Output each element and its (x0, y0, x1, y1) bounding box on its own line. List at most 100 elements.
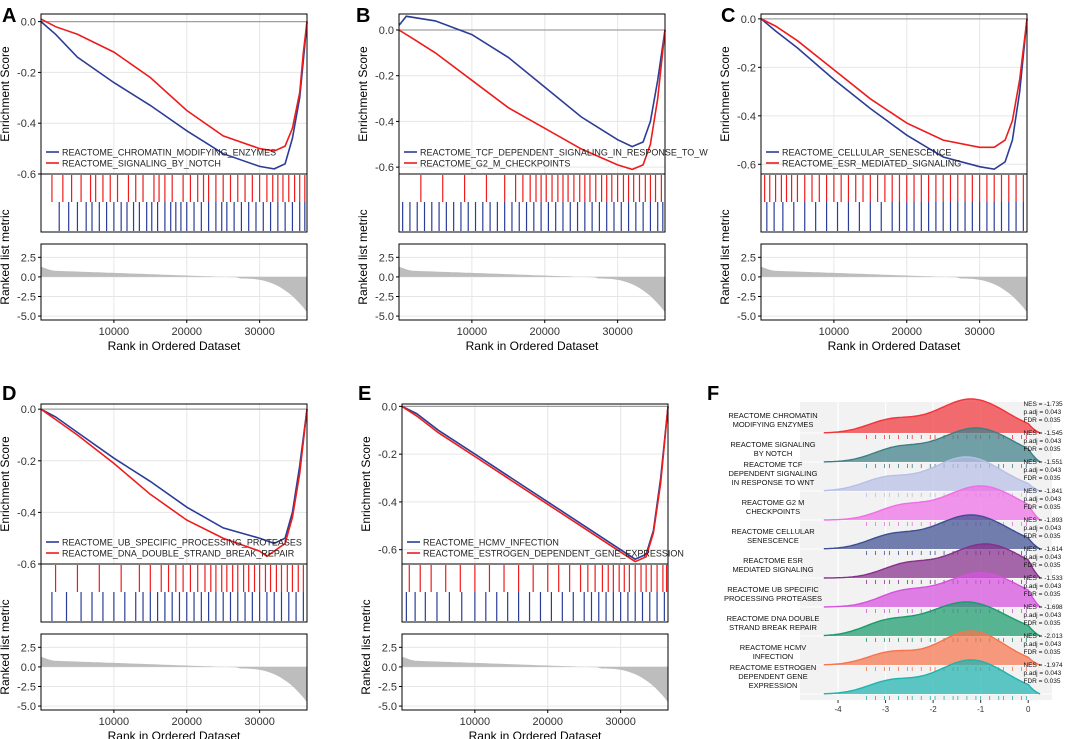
panel-A: A REACTOME_CHROMATIN_MODIFYING_ENZYMESREA… (0, 5, 308, 353)
y-axis-label: Enrichment Score (356, 46, 370, 142)
y-tick-label: 0.0 (382, 401, 397, 413)
ranked-metric-area (41, 656, 307, 703)
y-tick-label: -2.5 (378, 681, 397, 693)
ranked-metric-area (402, 656, 668, 703)
legend-label: REACTOME_CHROMATIN_MODIFYING_ENZYMES (62, 148, 276, 158)
panel-letter: E (358, 383, 371, 405)
x-tick-label: 30000 (244, 716, 275, 728)
metric-frame (760, 243, 1028, 321)
ridge-fdr: FDR = 0.035 (1023, 475, 1060, 482)
ridge-outline (823, 398, 1041, 434)
y-tick-label: -5.0 (737, 311, 756, 323)
es-line-red (40, 18, 308, 152)
y-tick-label: -2.5 (17, 681, 36, 693)
y-tick-label: 2.5 (382, 642, 397, 654)
ridge-label: REACTOME DNA DOUBLE (727, 614, 820, 623)
ridge-label: REACTOME ESR (743, 556, 803, 565)
panel-letter: C (721, 5, 735, 27)
metric-y-axis-label: Ranked list metric (0, 599, 12, 694)
x-tick-label: 10000 (819, 326, 850, 338)
ridge-label: REACTOME G2 M (742, 498, 805, 507)
y-tick-label: -5.0 (17, 701, 36, 713)
ridge-nes: NES = -1.614 (1023, 546, 1063, 553)
legend-label: REACTOME_CELLULAR_SENESCENCE (782, 148, 951, 158)
y-tick-label: -0.2 (378, 449, 397, 461)
ridge-density (823, 457, 1041, 491)
ridge-fdr: FDR = 0.035 (1023, 504, 1060, 511)
y-tick-label: -0.6 (378, 545, 397, 557)
ridge-label: REACTOME UB SPECIFIC (727, 585, 819, 594)
legend-label: REACTOME_HCMV_INFECTION (423, 538, 559, 548)
ridge-nes: NES = -1.735 (1023, 401, 1063, 408)
panel-letter: F (707, 383, 719, 405)
ranked-metric-area (761, 266, 1027, 313)
ridge-fdr: FDR = 0.035 (1023, 649, 1060, 656)
ridge-density (823, 515, 1041, 549)
ridge-outline (823, 659, 1041, 695)
y-axis-label: Enrichment Score (0, 436, 12, 532)
ridge-padj: p.adj = 0.043 (1023, 641, 1061, 648)
ridge-outline (823, 514, 1041, 550)
x-tick-label: -3 (882, 705, 890, 714)
ridge-density (823, 602, 1041, 636)
ridge-outline (823, 485, 1041, 521)
legend-label: REACTOME_ESR_MEDIATED_SIGNALING (782, 159, 961, 169)
metric-frame (40, 243, 308, 321)
es-line-red (401, 405, 669, 563)
ridge-fdr: FDR = 0.035 (1023, 446, 1060, 453)
y-tick-label: 2.5 (741, 252, 756, 264)
y-axis-label: Enrichment Score (0, 46, 12, 142)
ridge-label: STRAND BREAK REPAIR (729, 623, 817, 632)
metric-y-axis-label: Ranked list metric (359, 599, 373, 694)
x-tick-label: 10000 (460, 716, 491, 728)
ridge-fdr: FDR = 0.035 (1023, 591, 1060, 598)
metric-y-axis-label: Ranked list metric (356, 209, 370, 304)
panel-letter: D (2, 383, 16, 405)
ridge-fdr: FDR = 0.035 (1023, 562, 1060, 569)
y-tick-label: -0.2 (17, 456, 36, 468)
y-tick-label: 0.0 (741, 14, 756, 26)
ridge-label: REACTOME ESTROGEN (730, 663, 817, 672)
panel-D: D REACTOME_UB_SPECIFIC_PROCESSING_PROTEAS… (0, 383, 308, 739)
ridge-nes: NES = -1.841 (1023, 488, 1063, 495)
y-tick-label: -0.4 (378, 497, 397, 509)
y-tick-label: -0.6 (17, 169, 36, 181)
ridge-label: REACTOME CELLULAR (731, 527, 815, 536)
x-axis-label: Rank in Ordered Dataset (466, 339, 599, 353)
x-tick-label: 20000 (529, 326, 560, 338)
panel-letter: B (356, 5, 370, 27)
legend-label: REACTOME_TCF_DEPENDENT_SIGNALING_IN_RESP… (420, 148, 708, 158)
ridge-outline (823, 427, 1041, 463)
es-line-blue (398, 15, 666, 148)
ridge-label: SENESCENCE (747, 536, 799, 545)
legend-label: REACTOME_SIGNALING_BY_NOTCH (62, 159, 221, 169)
metric-y-axis-label: Ranked list metric (0, 209, 12, 304)
ridge-label: MODIFYING ENZYMES (733, 420, 814, 429)
y-tick-label: -0.6 (17, 559, 36, 571)
y-tick-label: 0.0 (21, 17, 36, 29)
ridge-label: CHECKPOINTS (746, 507, 800, 516)
ridge-outline (823, 572, 1041, 608)
x-tick-label: 20000 (532, 716, 563, 728)
y-tick-label: 0.0 (382, 662, 397, 674)
metric-y-axis-label: Ranked list metric (718, 209, 732, 304)
ridge-padj: p.adj = 0.043 (1023, 438, 1061, 445)
ridge-label: PROCESSING PROTEASES (724, 594, 822, 603)
x-tick-label: 30000 (602, 326, 633, 338)
x-tick-label: 30000 (964, 326, 995, 338)
ridge-outline (823, 601, 1041, 637)
ridge-nes: NES = -1.974 (1023, 662, 1063, 669)
y-tick-label: -0.6 (737, 159, 756, 171)
x-tick-label: 10000 (457, 326, 488, 338)
ridge-label: DEPENDENT GENE (738, 672, 807, 681)
ridge-density (823, 544, 1041, 578)
ridge-label: INFECTION (753, 652, 793, 661)
ridge-label: REACTOME TCF (744, 460, 803, 469)
ridge-padj: p.adj = 0.043 (1023, 496, 1061, 503)
panel-letter: A (2, 5, 16, 27)
x-tick-label: 20000 (891, 326, 922, 338)
ridge-padj: p.adj = 0.043 (1023, 612, 1061, 619)
y-tick-label: -0.2 (17, 67, 36, 79)
ranked-metric-area (399, 266, 665, 313)
ridge-label: REACTOME HCMV (740, 643, 807, 652)
